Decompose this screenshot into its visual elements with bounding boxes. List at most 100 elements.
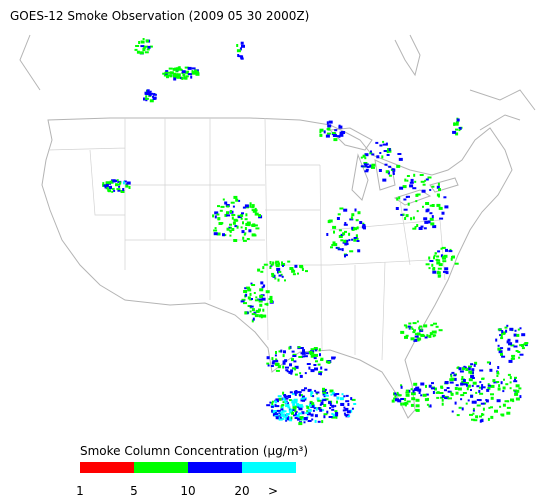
smoke-pixel xyxy=(306,412,311,416)
smoke-pixel xyxy=(310,404,315,408)
smoke-pixel xyxy=(523,343,528,346)
smoke-pixel xyxy=(428,256,431,260)
smoke-pixel xyxy=(169,74,173,78)
smoke-pixel xyxy=(404,398,407,401)
smoke-pixel xyxy=(322,390,326,393)
smoke-pixel xyxy=(362,154,366,158)
smoke-pixel xyxy=(220,205,225,208)
smoke-pixel xyxy=(310,369,315,373)
smoke-pixel xyxy=(445,248,448,252)
smoke-pixel xyxy=(451,377,455,381)
smoke-pixel xyxy=(119,181,122,185)
smoke-pixel xyxy=(120,190,125,193)
smoke-pixel xyxy=(461,376,464,379)
smoke-pixel xyxy=(275,416,279,420)
smoke-pixel xyxy=(375,141,379,144)
smoke-pixel xyxy=(353,238,357,242)
smoke-pixel xyxy=(326,233,329,236)
smoke-pixel xyxy=(314,353,318,357)
smoke-pixel xyxy=(291,401,296,404)
smoke-pixel xyxy=(241,212,244,215)
smoke-pixel xyxy=(433,322,437,325)
smoke-pixel xyxy=(343,239,347,243)
smoke-pixel xyxy=(489,361,491,365)
smoke-pixel xyxy=(340,132,343,135)
smoke-pixel xyxy=(471,377,475,379)
smoke-pixel xyxy=(323,395,326,398)
smoke-pixel xyxy=(181,70,186,74)
smoke-pixel xyxy=(509,381,512,384)
colorbar-segment xyxy=(134,462,188,473)
smoke-pixel xyxy=(517,328,520,331)
smoke-pixel xyxy=(472,381,477,385)
smoke-pixel xyxy=(258,214,261,217)
smoke-pixel xyxy=(298,404,303,408)
smoke-pixel xyxy=(134,48,138,51)
smoke-pixel xyxy=(423,324,428,328)
smoke-pixel xyxy=(355,219,359,222)
smoke-pixel xyxy=(272,360,277,363)
smoke-pixel xyxy=(415,386,420,390)
smoke-pixel xyxy=(247,305,252,307)
smoke-pixel xyxy=(244,232,247,235)
smoke-pixel xyxy=(249,310,252,313)
smoke-pixel xyxy=(453,122,456,126)
smoke-pixel xyxy=(500,413,504,416)
smoke-pixel xyxy=(292,273,296,276)
smoke-pixel xyxy=(508,359,513,363)
smoke-pixel xyxy=(266,356,270,360)
smoke-pixel xyxy=(429,212,433,215)
smoke-pixel xyxy=(281,417,284,420)
smoke-pixel xyxy=(240,217,243,220)
smoke-pixel xyxy=(231,216,234,220)
smoke-pixel xyxy=(105,183,109,187)
smoke-pixel xyxy=(343,223,348,226)
smoke-pixel xyxy=(416,320,419,323)
smoke-pixel xyxy=(258,300,263,303)
smoke-pixel xyxy=(447,390,452,393)
smoke-pixel xyxy=(363,162,368,164)
smoke-pixel xyxy=(431,185,435,188)
smoke-pixel xyxy=(493,381,496,384)
smoke-pixel xyxy=(231,214,236,216)
colorbar xyxy=(80,462,296,473)
smoke-pixel xyxy=(291,367,296,370)
smoke-pixel xyxy=(276,405,280,408)
smoke-pixel xyxy=(497,328,502,331)
smoke-pixel xyxy=(280,408,284,411)
smoke-pixel xyxy=(434,252,437,255)
smoke-pixel xyxy=(385,142,388,146)
smoke-pixel xyxy=(235,219,239,222)
smoke-pixel xyxy=(281,406,284,410)
smoke-pixel xyxy=(274,404,277,408)
smoke-pixel xyxy=(437,270,440,273)
smoke-pixel xyxy=(509,327,514,331)
smoke-pixel xyxy=(497,344,500,347)
smoke-pixel xyxy=(282,391,285,395)
smoke-pixel xyxy=(289,363,292,367)
smoke-pixel xyxy=(519,327,522,330)
smoke-pixel xyxy=(299,372,302,375)
smoke-pixel xyxy=(458,129,461,132)
smoke-pixel xyxy=(443,270,447,273)
smoke-pixel xyxy=(410,337,415,341)
smoke-pixel xyxy=(270,300,273,303)
smoke-pixel xyxy=(476,399,481,401)
smoke-pixel xyxy=(482,386,486,389)
smoke-pixel xyxy=(351,398,356,401)
smoke-pixel xyxy=(235,198,239,202)
smoke-pixel xyxy=(187,70,189,73)
smoke-pixel xyxy=(242,221,244,225)
smoke-pixel xyxy=(428,334,432,338)
smoke-pixel xyxy=(448,250,453,253)
smoke-pixel xyxy=(340,239,344,242)
smoke-pixel xyxy=(410,388,413,391)
smoke-pixel xyxy=(434,387,437,391)
smoke-pixel xyxy=(449,248,452,251)
smoke-pixel xyxy=(291,392,296,395)
smoke-pixel xyxy=(282,397,285,401)
smoke-pixel xyxy=(403,324,407,327)
smoke-pixel xyxy=(410,178,414,182)
smoke-pixel xyxy=(262,284,265,288)
smoke-pixel xyxy=(241,44,245,48)
